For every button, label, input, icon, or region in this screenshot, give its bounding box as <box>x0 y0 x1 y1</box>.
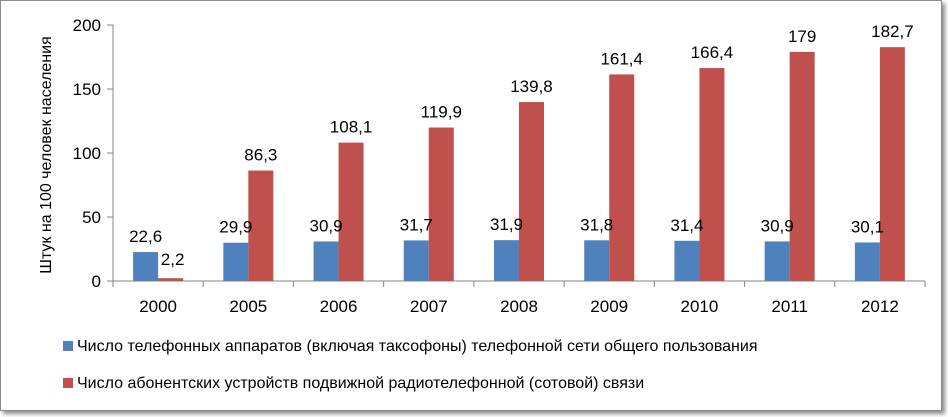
x-tick-label: 2007 <box>410 297 448 316</box>
data-label-series-2: 119,9 <box>421 103 462 122</box>
x-tick-label: 2012 <box>861 297 899 316</box>
y-tick-labels: 0 50 100 150 200 <box>73 16 101 291</box>
data-label-series-1: 30,9 <box>761 216 794 235</box>
data-label-series-1: 31,7 <box>400 215 433 234</box>
bar-series-1 <box>854 242 880 281</box>
y-axis-title: Штук на 100 человек населения <box>38 36 55 274</box>
bar-series-1 <box>674 240 700 281</box>
bar-series-2 <box>338 142 364 281</box>
data-labels: 22,6 2,2 29,9 86,3 30,9 108,1 31,7 119,9 31,9 139… <box>129 22 914 269</box>
data-label-series-1: 31,4 <box>670 216 703 235</box>
x-tick-label: 2005 <box>229 297 267 316</box>
data-label-series-2: 86,3 <box>244 146 277 165</box>
data-label-series-2: 166,4 <box>691 43 734 62</box>
data-label-series-2: 182,7 <box>871 22 914 41</box>
legend-swatch-series-2 <box>63 378 73 388</box>
bar-series-2 <box>699 68 725 282</box>
bar-series-2 <box>519 102 544 281</box>
bar-series-2 <box>428 127 454 281</box>
data-label-series-1: 29,9 <box>219 218 252 237</box>
legend-label-series-1: Число телефонных аппаратов (включая такс… <box>77 338 757 355</box>
data-label-series-1: 30,1 <box>851 217 884 236</box>
bar-series-1 <box>764 241 790 281</box>
x-tick-label: 2009 <box>590 297 628 316</box>
y-tick-label: 50 <box>82 208 101 227</box>
x-tick-labels: 2000 2005 2006 2007 2008 2009 2010 2011 2012 <box>139 297 899 316</box>
bar-series-2 <box>789 51 815 281</box>
y-tick-label: 200 <box>73 16 101 35</box>
bar-series-2 <box>248 170 274 281</box>
bar-chart: Штук на 100 человек населения 22,6 2,2 29,… <box>38 16 926 392</box>
y-tick-label: 0 <box>92 272 101 291</box>
data-label-series-2: 139,8 <box>510 77 553 96</box>
bars <box>133 47 905 282</box>
legend-swatch-series-1 <box>63 341 73 351</box>
legend-label-series-2: Число абонентских устройств подвижной ра… <box>77 375 644 392</box>
bar-series-2 <box>609 74 635 282</box>
bar-series-1 <box>313 241 339 281</box>
bar-series-2 <box>158 278 184 281</box>
x-tick-label: 2011 <box>771 297 808 316</box>
y-axis-title-text: Штук на 100 человек населения <box>38 36 55 274</box>
bar-series-1 <box>403 240 429 281</box>
data-label-series-1: 30,9 <box>310 216 343 235</box>
x-tick-label: 2008 <box>500 297 538 316</box>
bar-series-1 <box>494 240 519 281</box>
bar-series-1 <box>223 242 249 281</box>
y-tick-label: 100 <box>73 144 101 163</box>
data-label-series-2: 108,1 <box>330 118 373 137</box>
data-label-series-1: 31,8 <box>580 215 613 234</box>
x-tick-label: 2000 <box>139 297 177 316</box>
x-tick-label: 2006 <box>320 297 358 316</box>
bar-series-1 <box>133 252 159 281</box>
legend: Число телефонных аппаратов (включая такс… <box>63 338 757 392</box>
data-label-series-1: 31,9 <box>490 215 523 234</box>
chart-container: Штук на 100 человек населения 22,6 2,2 29,… <box>0 0 942 411</box>
bar-series-1 <box>584 240 610 281</box>
data-label-series-2: 2,2 <box>161 250 185 269</box>
data-label-series-2: 179 <box>788 27 816 46</box>
data-label-series-1: 22,6 <box>129 227 162 246</box>
data-label-series-2: 161,4 <box>600 49 643 68</box>
y-tick-label: 150 <box>73 80 101 99</box>
x-tick-label: 2010 <box>681 297 719 316</box>
bar-series-2 <box>879 47 905 282</box>
